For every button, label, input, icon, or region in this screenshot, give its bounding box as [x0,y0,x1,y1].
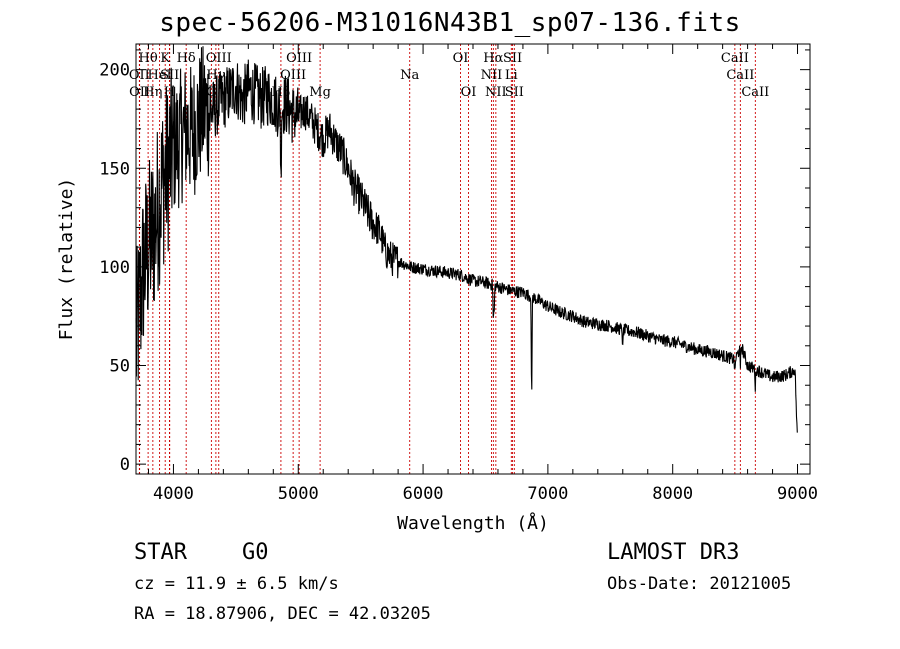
axes: 4000 5000 6000 7000 8000 9000 0 50 100 150 200 [99,44,818,504]
spectral-line-label: SII [503,51,522,66]
observation-date: Obs-Date: 20121005 [607,574,792,594]
y-axis-label: Flux (relative) [56,178,77,341]
spectral-line-label: NII [481,68,503,83]
spectral-line-label: CaII [741,85,769,100]
y-tick-label: 0 [120,455,130,475]
spectral-line-label: G [206,85,216,100]
spectral-line-label: Mg [309,85,331,100]
x-axis-label: Wavelength (Å) [397,512,549,534]
spectral-line-label: SII [160,68,179,83]
spectral-line-label: Na [400,68,419,83]
x-tick-label: 8000 [652,484,693,504]
spectral-line-label: CaII [721,51,749,66]
spectral-line-label: K [160,51,170,66]
spectral-line-label: Hθ [139,51,158,66]
spectral-line-label: Hη [143,85,162,100]
y-tick-label: 50 [110,357,130,377]
coordinates: RA = 18.87906, DEC = 42.03205 [134,604,431,624]
object-subclass: G0 [242,540,269,565]
x-tick-label: 6000 [403,484,444,504]
spectral-line-label: H [164,85,175,100]
spectral-line-label: OI [453,51,469,66]
x-tick-label: 5000 [278,484,319,504]
spectrum-layer [135,46,798,433]
spectral-line-label: Hα [483,51,503,66]
spectrum-line [135,46,798,433]
spectral-line-label: OII [129,85,150,100]
plot-frame [135,43,811,475]
y-tick-label: 200 [99,61,130,81]
spectral-line-label: Hδ [177,51,196,66]
spectral-line-label: OI [461,85,477,100]
y-tick-label: 150 [99,159,130,179]
spectral-line-label: CaII [726,68,754,83]
redshift-cz: cz = 11.9 ± 6.5 km/s [134,574,339,594]
spectral-line-label: SII [505,85,524,100]
object-class: STAR [134,540,187,565]
spectral-line-label: HeI [148,68,172,83]
y-tick-label: 100 [99,258,130,278]
line-labels: HθOIIOIIHηHeIKHSIIHδGHγOIIIHβOIIIOIIIMgN… [129,51,769,100]
spectral-line-label: Hβ [271,85,290,100]
x-tick-label: 9000 [777,484,818,504]
spectral-line-label: Li [505,68,518,83]
survey-name: LAMOST DR3 [607,540,740,565]
spectral-line-label: NII [485,85,507,100]
spectral-line-label: OII [129,68,150,83]
spectral-line-label: OIII [206,51,232,66]
x-tick-label: 7000 [527,484,568,504]
chart-title: spec-56206-M31016N43B1_sp07-136.fits [159,8,741,38]
spectral-line-label: OIII [286,51,312,66]
spectral-line-label: OIII [280,68,306,83]
x-tick-label: 4000 [153,484,194,504]
spectral-line-label: Hγ [206,68,225,83]
